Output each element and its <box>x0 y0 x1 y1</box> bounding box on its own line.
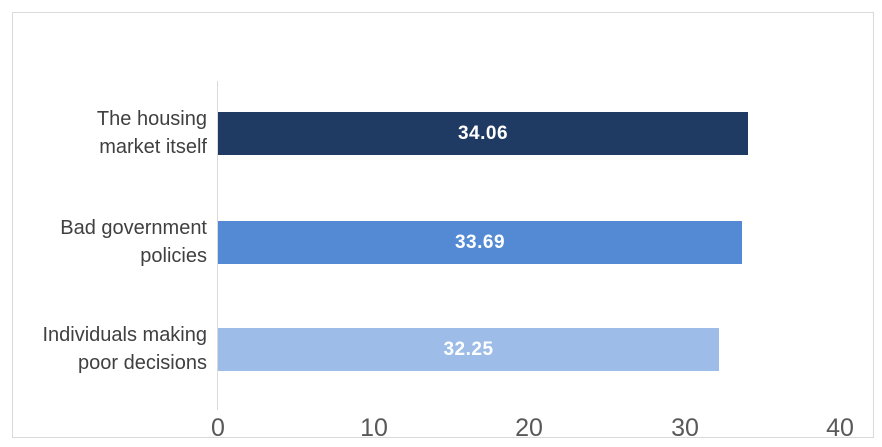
category-axis-line <box>217 81 218 410</box>
bar-individual-decisions: 32.25 <box>218 328 719 371</box>
bar-housing-market: 34.06 <box>218 112 748 155</box>
data-label-individual-decisions: 32.25 <box>443 338 494 360</box>
x-axis-tick-40: 40 <box>826 414 854 442</box>
bar-government-policies: 33.69 <box>218 221 742 264</box>
data-label-housing-market: 34.06 <box>457 122 509 144</box>
x-axis-tick-20: 20 <box>515 414 543 442</box>
category-label-individual-decisions: Individuals making poor decisions <box>42 324 207 374</box>
x-axis-tick-10: 10 <box>360 414 388 442</box>
data-label-government-policies: 33.69 <box>454 231 506 253</box>
chart-frame: The housing market itself Bad government… <box>12 12 874 442</box>
x-axis-tick-30: 30 <box>671 414 699 442</box>
category-label-government-policies: Bad government policies <box>60 217 207 267</box>
category-label-housing-market: The housing market itself <box>96 108 207 158</box>
x-axis-tick-0: 0 <box>211 414 225 442</box>
